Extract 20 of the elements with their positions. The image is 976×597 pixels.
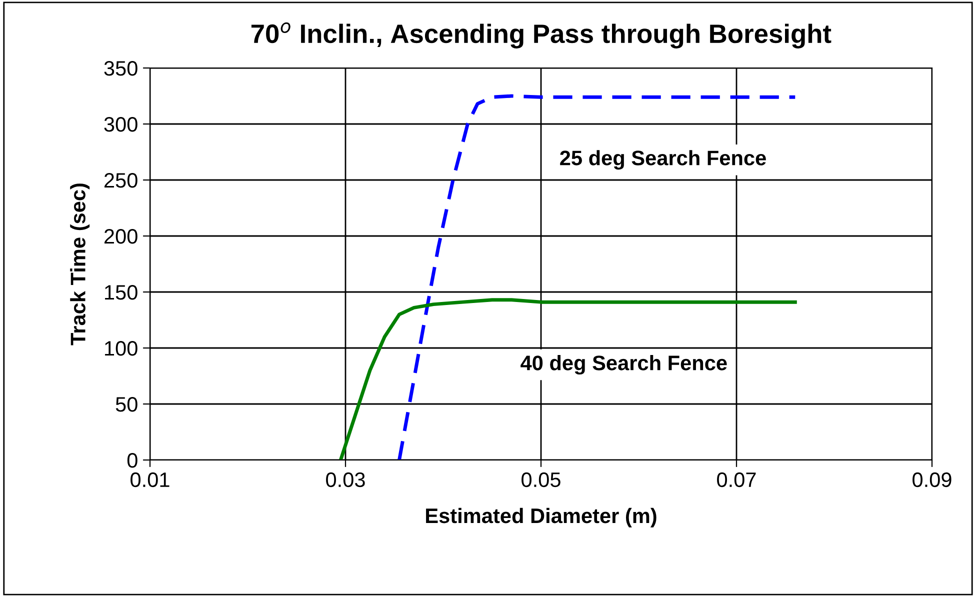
text: 40 deg Search Fence [520, 355, 727, 375]
x-tick-label: 0.09 [912, 472, 952, 488]
x-axis-title: Estimated Diameter (m) [426, 508, 656, 528]
y-tick-label: 350 [104, 61, 138, 76]
text: 25 deg Search Fence [560, 150, 766, 170]
y-tick-label: 200 [104, 229, 138, 244]
y-tick-label: 250 [104, 173, 138, 188]
y-tick-label: 100 [105, 341, 138, 356]
x-tick-label: 0.07 [717, 472, 756, 488]
x-tick-label: 0.05 [522, 472, 560, 488]
y-tick-label: 300 [104, 117, 138, 132]
y-tick-label: 150 [105, 285, 138, 300]
x-tick-label: 0.03 [326, 472, 365, 488]
x-tick-label: 0.01 [130, 472, 170, 488]
y-tick-label: 0 [127, 453, 138, 468]
y-tick-label: 50 [116, 397, 138, 412]
y-axis-title: Track Time (sec) [70, 184, 90, 346]
line-series [398, 94, 797, 460]
chart-title: 70$^{o}$ Inclin., Ascending Pass through Boresight [251, 22, 832, 48]
line-series [338, 298, 797, 460]
